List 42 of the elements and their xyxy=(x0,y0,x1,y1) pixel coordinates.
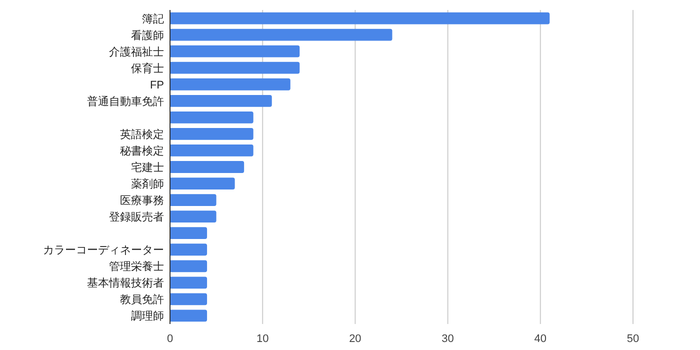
bar xyxy=(170,128,254,140)
y-tick-label: 基本情報技術者 xyxy=(87,276,164,290)
bar xyxy=(170,144,254,156)
bar xyxy=(170,293,208,306)
bar xyxy=(170,28,392,41)
bar xyxy=(170,276,208,289)
bar xyxy=(170,111,254,124)
x-tick-label: 0 xyxy=(166,333,174,345)
bar xyxy=(170,210,216,223)
y-tick-label: 普通自動車免許 xyxy=(87,94,164,108)
bar xyxy=(170,94,272,107)
y-tick-label: 管理栄養士 xyxy=(109,260,164,274)
y-tick-label: 英語検定 xyxy=(120,128,164,141)
y-tick-label: 医療事務 xyxy=(120,194,164,208)
y-tick-label: 調理師 xyxy=(131,310,164,323)
x-tick-label: 20 xyxy=(349,333,362,345)
y-tick-label: 介護福祉士 xyxy=(109,45,164,58)
bar xyxy=(170,78,290,90)
y-tick-label: 登録販売者 xyxy=(109,210,164,224)
y-tick-label: 秘書検定 xyxy=(120,144,164,158)
y-tick-label: 教員免許 xyxy=(120,293,164,306)
bar xyxy=(170,12,550,24)
y-tick-label: FP xyxy=(150,79,164,92)
bar xyxy=(170,244,208,256)
bar xyxy=(170,45,300,58)
y-tick-label: 薬剤師 xyxy=(131,178,164,191)
bar xyxy=(170,161,244,173)
y-tick-label: 保育士 xyxy=(131,62,164,75)
x-tick-label: 30 xyxy=(442,333,454,345)
x-tick-label: 10 xyxy=(256,333,269,345)
bar xyxy=(170,194,216,206)
y-tick-label: 宅建士 xyxy=(131,161,164,174)
bar xyxy=(170,260,208,272)
bar xyxy=(170,227,208,240)
x-tick-label: 40 xyxy=(534,333,547,345)
y-tick-label: 簿記 xyxy=(142,12,164,26)
bar xyxy=(170,178,235,190)
y-tick-label: カラーコーディネーター xyxy=(43,244,164,257)
bar xyxy=(170,310,208,322)
y-tick-label: 看護師 xyxy=(131,28,164,42)
x-tick-label: 50 xyxy=(626,333,640,345)
bar xyxy=(170,62,300,74)
